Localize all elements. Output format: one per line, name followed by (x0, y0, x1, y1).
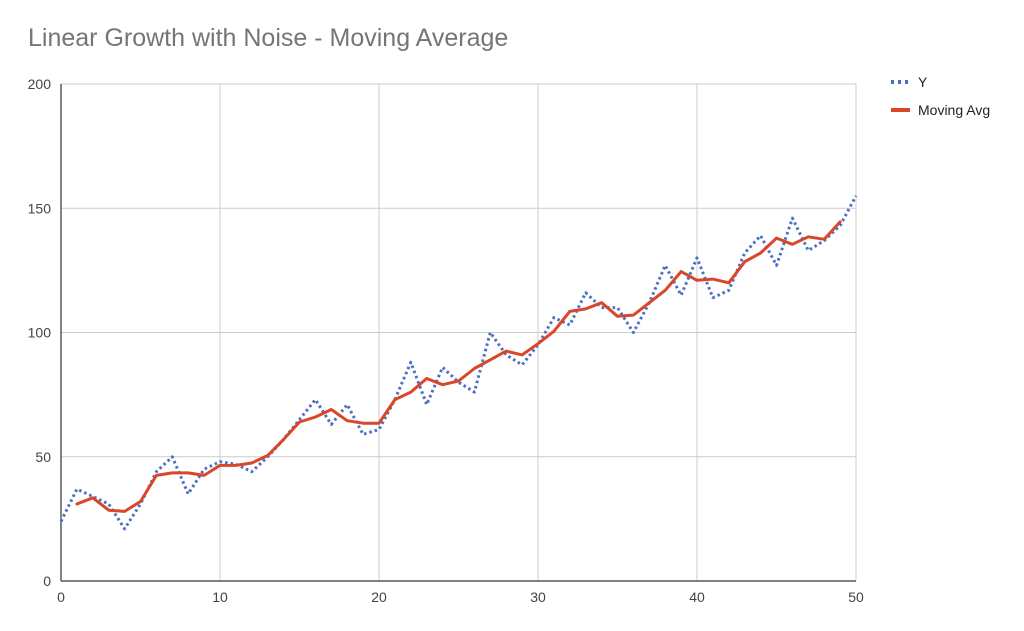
x-tick-label: 0 (57, 589, 65, 605)
x-tick-label: 10 (212, 589, 228, 605)
y-tick-label: 150 (28, 200, 52, 216)
series-line-moving-avg (75, 220, 842, 513)
x-tick-label: 40 (689, 589, 705, 605)
y-tick-label: 0 (43, 573, 51, 589)
legend-label: Y (918, 74, 928, 90)
grid-lines (61, 83, 857, 581)
y-tick-label: 50 (35, 449, 51, 465)
legend: Y Moving Avg (891, 74, 990, 118)
axes (60, 84, 856, 582)
x-tick-labels: 0 10 20 30 40 50 (57, 589, 864, 605)
x-tick-label: 50 (848, 589, 864, 605)
series-lines (59, 195, 858, 531)
x-tick-label: 30 (530, 589, 546, 605)
legend-label: Moving Avg (918, 102, 990, 118)
series-line-y (59, 195, 858, 531)
y-tick-label: 200 (28, 76, 52, 92)
y-tick-label: 100 (28, 325, 52, 341)
x-tick-label: 20 (371, 589, 387, 605)
chart-title: Linear Growth with Noise - Moving Averag… (28, 24, 509, 52)
y-tick-labels: 0 50 100 150 200 (28, 76, 52, 589)
